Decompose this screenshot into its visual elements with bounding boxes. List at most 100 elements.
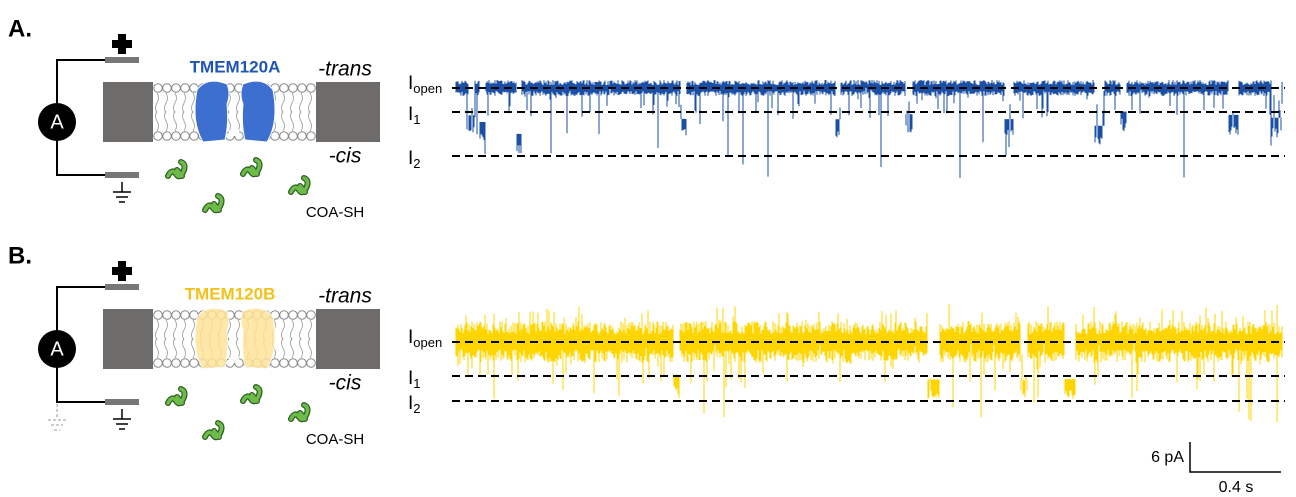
electrode bbox=[105, 172, 139, 178]
protein-half bbox=[194, 307, 230, 370]
ligand-molecule bbox=[241, 385, 262, 403]
level-sub: 2 bbox=[413, 156, 420, 171]
lipid bbox=[171, 83, 181, 93]
ligand-molecule bbox=[241, 158, 262, 176]
cis-label: -cis bbox=[329, 145, 362, 168]
lipid bbox=[306, 83, 316, 93]
ligand-molecule bbox=[289, 176, 310, 194]
lipid bbox=[288, 131, 298, 141]
lipid bbox=[297, 131, 307, 141]
protein-core bbox=[229, 130, 239, 136]
lipid bbox=[171, 310, 181, 320]
lipid bbox=[288, 310, 298, 320]
ligand-label: COA-SH bbox=[306, 431, 364, 448]
protein bbox=[194, 307, 276, 370]
ground bbox=[113, 182, 131, 203]
lipid-tail bbox=[182, 92, 186, 132]
lipid bbox=[153, 310, 163, 320]
support bbox=[316, 309, 380, 369]
lipid bbox=[162, 83, 172, 93]
lipid bbox=[180, 131, 190, 141]
lipid-tail bbox=[155, 92, 159, 132]
level-main: I bbox=[408, 393, 413, 414]
panel-label: A. bbox=[8, 15, 32, 42]
ligand-molecule bbox=[203, 194, 224, 212]
protein bbox=[194, 80, 276, 143]
lipid bbox=[153, 83, 163, 93]
lipid bbox=[153, 358, 163, 368]
lipid-tail bbox=[164, 92, 168, 132]
lipid-tail bbox=[155, 319, 159, 359]
electrode bbox=[105, 284, 139, 290]
lipid bbox=[297, 83, 307, 93]
level-main: I bbox=[408, 148, 413, 169]
lipid-tail bbox=[290, 319, 294, 359]
electrode bbox=[105, 57, 139, 63]
lipid-tail bbox=[308, 92, 312, 132]
lipid bbox=[162, 358, 172, 368]
lipid bbox=[270, 358, 280, 368]
lipid bbox=[153, 131, 163, 141]
protein-half bbox=[240, 307, 276, 370]
lipid bbox=[171, 358, 181, 368]
lipid bbox=[288, 83, 298, 93]
level-main: I bbox=[408, 368, 413, 389]
level-label: I1 bbox=[408, 368, 421, 391]
lipid-tail bbox=[173, 319, 177, 359]
lipid bbox=[171, 131, 181, 141]
ground-alt bbox=[48, 404, 66, 431]
level-main: I bbox=[408, 73, 413, 94]
current-trace bbox=[455, 80, 1283, 178]
lipid bbox=[189, 131, 199, 141]
lipid bbox=[279, 131, 289, 141]
trans-label: -trans bbox=[318, 58, 372, 81]
level-sub: 1 bbox=[413, 376, 420, 391]
level-label: Iopen bbox=[408, 327, 442, 350]
panel-label: B. bbox=[8, 242, 32, 269]
lipid bbox=[270, 131, 280, 141]
level-main: I bbox=[408, 327, 413, 348]
lipid-tail bbox=[182, 319, 186, 359]
ligand-molecule bbox=[289, 403, 310, 421]
protein-name: TMEM120A bbox=[190, 57, 281, 76]
protein-core bbox=[229, 357, 239, 363]
lipid-tail bbox=[164, 319, 168, 359]
lipid-tail bbox=[290, 92, 294, 132]
level-label: I2 bbox=[408, 393, 421, 416]
support bbox=[103, 309, 153, 369]
ligand-molecule bbox=[203, 421, 224, 439]
lipid-tail bbox=[173, 92, 177, 132]
plus-sign bbox=[112, 261, 132, 281]
lipid bbox=[189, 358, 199, 368]
support bbox=[316, 82, 380, 142]
lipid bbox=[288, 358, 298, 368]
lipid bbox=[306, 131, 316, 141]
trans-label: -trans bbox=[318, 285, 372, 308]
lipid bbox=[279, 83, 289, 93]
lipid-tail bbox=[236, 319, 240, 359]
lipid-tail bbox=[299, 319, 303, 359]
ammeter-label: A bbox=[50, 338, 64, 360]
protein-name: TMEM120B bbox=[185, 284, 276, 303]
lipid-tail bbox=[281, 92, 285, 132]
lipid-tail bbox=[299, 92, 303, 132]
current-trace bbox=[455, 304, 1283, 422]
level-sub: open bbox=[413, 335, 442, 350]
scale-bar bbox=[1189, 442, 1281, 473]
protein-half bbox=[240, 80, 276, 143]
level-sub: open bbox=[413, 81, 442, 96]
level-main: I bbox=[408, 104, 413, 125]
lipid bbox=[279, 310, 289, 320]
lipid bbox=[297, 310, 307, 320]
ammeter bbox=[38, 330, 76, 368]
scale-current: 6 pA bbox=[1151, 449, 1184, 466]
protein-half bbox=[194, 80, 230, 143]
lipid-tail bbox=[308, 319, 312, 359]
lipid-tail bbox=[236, 92, 240, 132]
support bbox=[103, 82, 153, 142]
scale-time: 0.4 s bbox=[1219, 479, 1254, 496]
lipid-tail bbox=[191, 92, 195, 132]
lipid bbox=[306, 310, 316, 320]
